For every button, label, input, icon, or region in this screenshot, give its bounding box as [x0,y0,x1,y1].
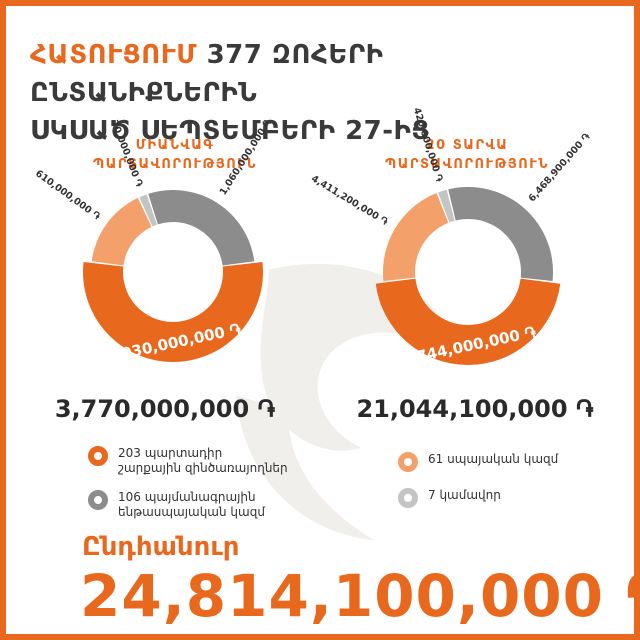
headline-rest: 377 ԶՈՀԵՐԻ ԸՆՏԱՆԻՔՆԵՐԻՆ [30,40,384,108]
donut-slice [91,197,152,266]
donut-slice [383,193,449,282]
chart-title-line1: 20 ՏԱՐՎԱ [425,138,509,153]
grand-total-label: Ընդհանուր [82,532,240,562]
legend-label: 203 պարտադիր շարքային զինծառայողներ [118,446,288,475]
donut-slice [375,278,561,366]
headline-line2: ՍԿՍԱԾ ՍԵՊՏԵՄԲԵՐԻ 27-ԻՑ [30,116,430,146]
donut-slice [438,189,455,223]
chart-total-20-year: 21,044,100,000 ֏ [356,395,594,423]
donut-chart-lump-sum: 2,030,000,000 ֏610,000,000 ֏70,000,000 ֏… [33,116,274,366]
legend-item-volunteers: 7 կամավոր [398,488,598,508]
legend-label: 7 կամավոր [428,488,501,502]
chart-title-line2: ՊԱՐՏԱՎՈՐՈՒԹՅՈՒՆ [92,157,257,172]
legend-swatch [88,446,108,466]
chart-title-line1: ՄԻԱՆՎԱԳ [135,138,215,153]
chart-total-lump-sum: 3,770,000,000 ֏ [54,395,276,423]
legend-label: 106 պայմանագրային ենթասպայական կազմ [118,490,265,519]
legend-swatch [398,452,418,472]
legend-item-officers: 61 սպայական կազմ [398,452,598,472]
legend-label: 61 սպայական կազմ [428,452,559,466]
legend-item-contract: 106 պայմանագրային ենթասպայական կազմ [88,490,288,520]
grand-total-value: 24,814,100,000 ֏ [80,562,640,630]
donut-slice [83,262,263,362]
headline: ՀԱՏՈՒՑՈՒՄ 377 ԶՈՀԵՐԻ ԸՆՏԱՆԻՔՆԵՐԻՆ ՍԿՍԱԾ … [30,36,620,150]
legend-swatch [398,488,418,508]
legend-item-conscripts: 203 պարտադիր շարքային զինծառայողներ [88,446,288,476]
chart-title-lump-sum: ՄԻԱՆՎԱԳ ՊԱՐՏԱՎՈՐՈՒԹՅՈՒՆ [90,136,260,174]
chart-title-line2: ՊԱՐՏԱՎՈՐՈՒԹՅՈՒՆ [384,157,549,172]
donut-slice [139,194,157,227]
chart-title-20-year: 20 ՏԱՐՎԱ ՊԱՐՏԱՎՈՐՈՒԹՅՈՒՆ [372,136,562,174]
legend-swatch [88,490,108,510]
donut-slice [148,190,255,266]
donut-slice [448,187,553,282]
headline-accent: ՀԱՏՈՒՑՈՒՄ [30,40,197,70]
donut-chart-20-year: 9,744,000,000 ֏4,411,200,000 ֏420,000,00… [309,106,593,369]
